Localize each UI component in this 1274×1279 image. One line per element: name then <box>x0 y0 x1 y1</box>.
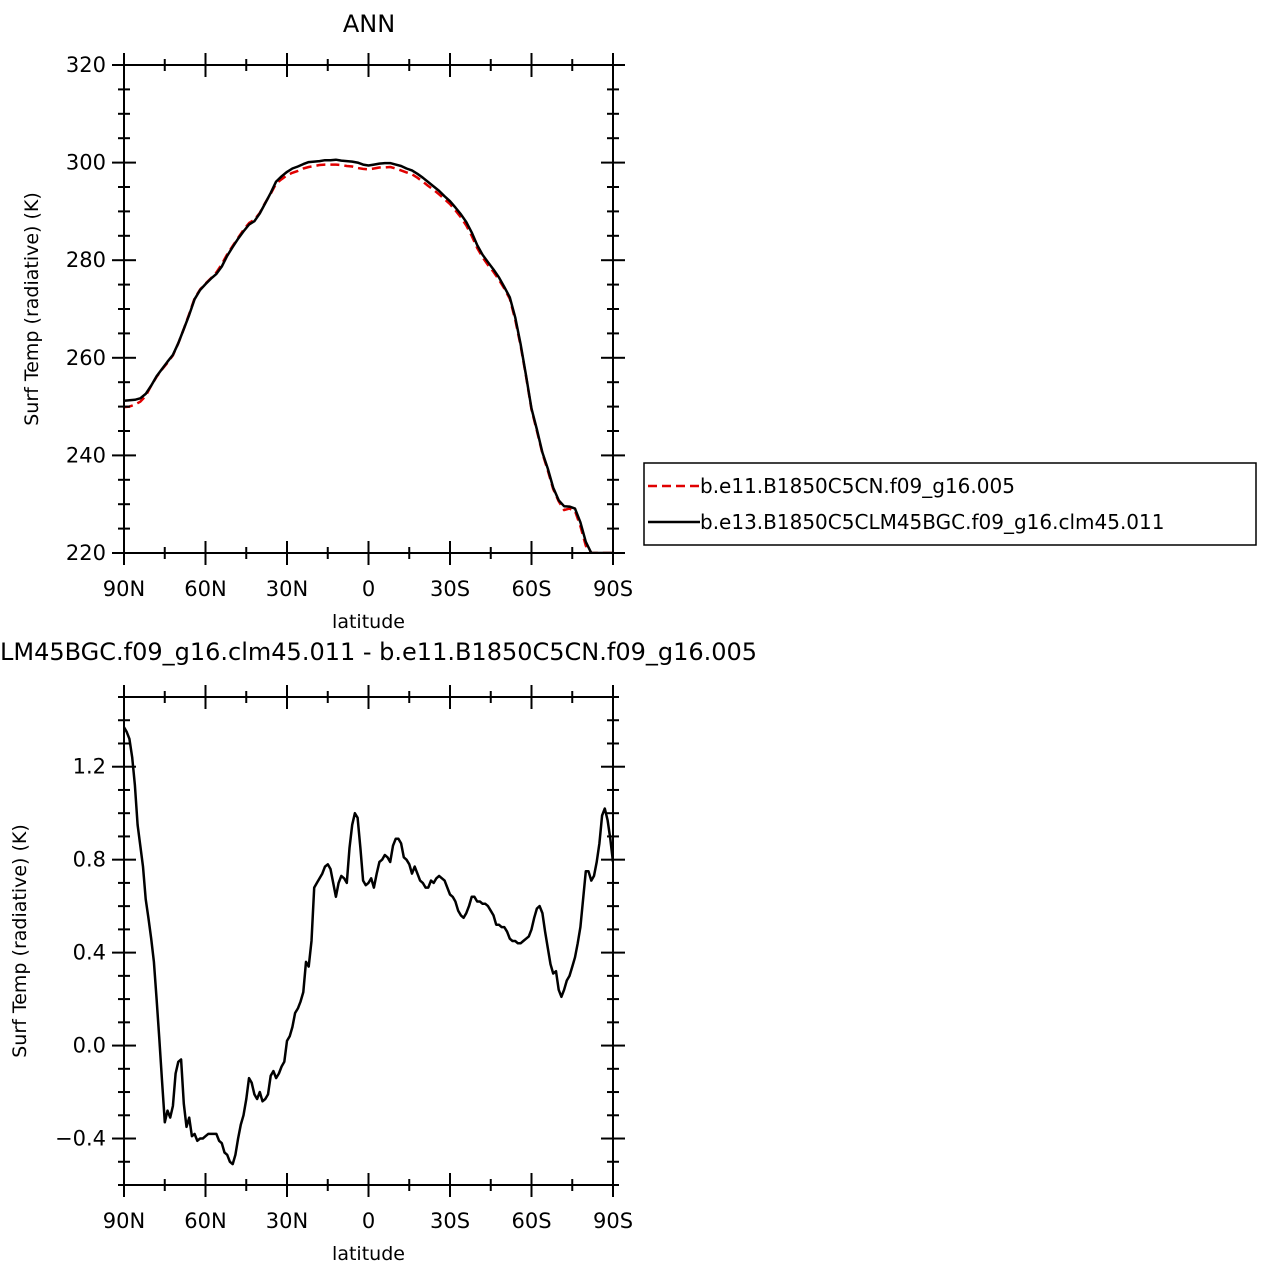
y-axis-label: Surf Temp (radiative) (K) <box>21 192 43 426</box>
legend-box <box>643 462 1257 546</box>
x-tick-label: 0 <box>362 577 375 601</box>
y-tick-label: 320 <box>66 53 106 77</box>
series-line-0-0 <box>124 163 613 553</box>
legend-label-0: b.e11.B1850C5CN.f09_g16.005 <box>700 474 1015 498</box>
x-tick-label: 0 <box>362 1209 375 1233</box>
x-tick-label: 30S <box>430 1209 470 1233</box>
plot-frame <box>123 64 614 554</box>
y-tick-label: 220 <box>66 541 106 565</box>
x-tick-label: 60S <box>511 577 551 601</box>
chart-title: LM45BGC.f09_g16.clm45.011 - b.e11.B1850C… <box>0 638 757 666</box>
x-tick-label: 90N <box>103 577 145 601</box>
y-tick-label: 0.8 <box>73 848 106 872</box>
x-axis-label: latitude <box>332 611 405 633</box>
x-tick-label: 60N <box>184 577 226 601</box>
plot-frame <box>123 696 614 1186</box>
x-tick-label: 30N <box>266 1209 308 1233</box>
y-tick-label: 0.0 <box>73 1034 106 1058</box>
y-tick-label: −0.4 <box>55 1127 106 1151</box>
y-tick-label: 0.4 <box>73 941 106 965</box>
x-tick-label: 60N <box>184 1209 226 1233</box>
x-tick-label: 90S <box>593 1209 633 1233</box>
series-line-1-0 <box>124 726 613 1166</box>
y-tick-label: 240 <box>66 443 106 467</box>
x-tick-label: 60S <box>511 1209 551 1233</box>
chart-title: ANN <box>343 10 395 38</box>
x-tick-label: 30N <box>266 577 308 601</box>
y-tick-label: 260 <box>66 346 106 370</box>
x-tick-label: 90S <box>593 577 633 601</box>
x-tick-label: 90N <box>103 1209 145 1233</box>
x-tick-label: 30S <box>430 577 470 601</box>
legend-label-1: b.e13.B1850C5CLM45BGC.f09_g16.clm45.011 <box>700 510 1164 534</box>
series-line-0-1 <box>124 158 613 553</box>
x-axis-label: latitude <box>332 1243 405 1265</box>
y-tick-label: 300 <box>66 151 106 175</box>
y-tick-label: 1.2 <box>73 755 106 779</box>
y-tick-label: 280 <box>66 248 106 272</box>
y-axis-label: Surf Temp (radiative) (K) <box>9 824 31 1058</box>
